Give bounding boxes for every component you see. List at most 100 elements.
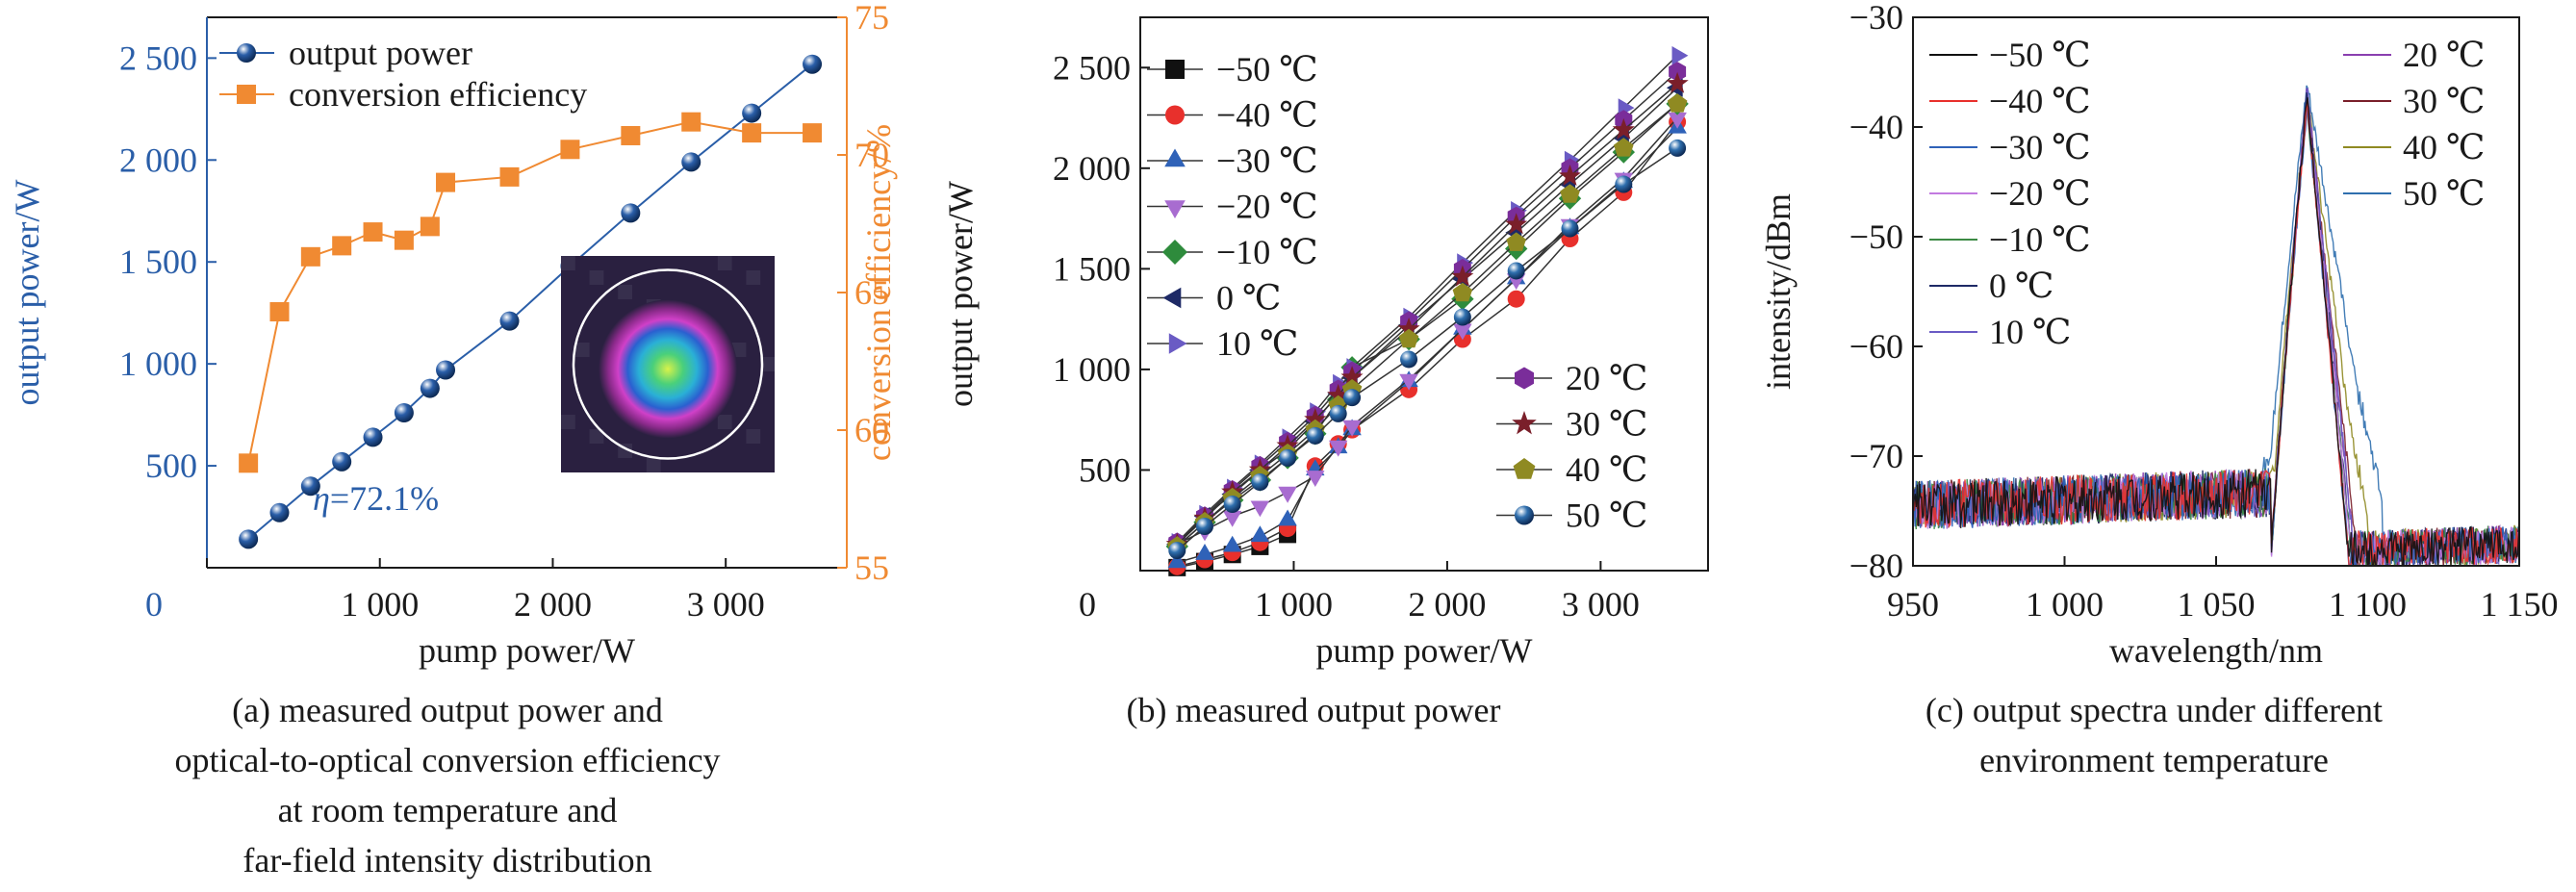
data-point-50: [1279, 448, 1297, 467]
data-point-30: [1505, 213, 1528, 235]
chart-c: 950 1 000 1 050 1 100 1 150 −80 −70 −60 −50 −40 −3…: [1759, 0, 2559, 670]
legend-marker-m10: [1162, 240, 1187, 265]
y2-axis-label: conversion efficiency/%: [859, 124, 898, 461]
data-point-50: [1561, 219, 1579, 238]
data-point-m40: [1507, 290, 1525, 308]
y-tick-label: −80: [1849, 547, 1903, 585]
data-point-30: [1558, 165, 1581, 186]
chart-a: 0 1 000 2 000 3 000 500 1 000 1 500 2 000 2 500 5…: [8, 0, 898, 670]
legend-label-m30: −30 ℃: [1989, 128, 2091, 166]
y-tick-label: 1 500: [119, 242, 197, 281]
data-point-50: [1306, 426, 1324, 445]
caption-a-line-4: far-field intensity distribution: [242, 841, 652, 879]
data-point-50: [1168, 542, 1186, 560]
x-axis-label: pump power/W: [419, 631, 635, 670]
data-point-conversionefficiency: [363, 222, 383, 242]
efficiency-annotation: η=72.1%: [313, 479, 439, 518]
data-point-outputpower: [363, 427, 383, 447]
caption-b-line-1: (b) measured output power: [1126, 691, 1501, 729]
far-field-beam: [599, 299, 737, 439]
data-point-outputpower: [394, 402, 414, 422]
data-point-conversionefficiency: [499, 166, 520, 187]
data-point-outputpower: [499, 311, 520, 331]
data-point-40: [1560, 184, 1580, 203]
legend-label-m30: −30 ℃: [1216, 141, 1318, 180]
spectrum-line-m50: [1913, 97, 2519, 566]
data-point-conversionefficiency: [742, 123, 762, 143]
panel-b: 0 1 000 2 000 3 000 500 1 000 1 500 2 000 2 500 p…: [895, 0, 1732, 892]
x-tick-label: 1 150: [2481, 585, 2559, 624]
x-tick-label: 1 000: [341, 585, 419, 624]
y2-tick-label: 70: [854, 136, 889, 174]
chart-b: 0 1 000 2 000 3 000 500 1 000 1 500 2 000 2 500 p…: [941, 16, 1709, 670]
legend-marker-m20: [1164, 200, 1186, 218]
legend-label-m10: −10 ℃: [1989, 220, 2091, 259]
y-tick-label: −30: [1849, 0, 1903, 37]
legend-label-m40: −40 ℃: [1989, 82, 2091, 120]
x-tick-label: 1 100: [2329, 585, 2407, 624]
x-tick-label: 0: [145, 585, 163, 624]
data-point-outputpower: [621, 203, 641, 223]
data-point-conversionefficiency: [300, 246, 320, 267]
data-point-m30: [1167, 551, 1186, 569]
caption-b: (b) measured output power: [895, 685, 1732, 735]
x-axis-label: wavelength/nm: [2109, 631, 2323, 670]
data-point-m20: [1250, 500, 1270, 518]
inset-noise-pixel: [589, 429, 604, 444]
legend-label-0: 0 ℃: [1216, 279, 1281, 318]
legend-marker-outputpower: [237, 43, 256, 63]
y-axis-label: intensity/dBm: [1759, 193, 1798, 390]
x-tick-label: 1 000: [2026, 585, 2104, 624]
data-point-outputpower: [742, 103, 762, 123]
y-tick-label: −60: [1849, 327, 1903, 366]
data-point-50: [1343, 389, 1362, 407]
y-tick-label: −70: [1849, 437, 1903, 475]
x-axis-label: pump power/W: [1316, 631, 1533, 670]
inset-noise-pixel: [618, 285, 632, 299]
legend-label-40: 40 ℃: [2403, 128, 2485, 166]
legend-label-30: 30 ℃: [1566, 405, 1647, 444]
data-point-50: [1453, 308, 1471, 326]
legend-marker-20: [1515, 367, 1534, 390]
y-tick-label: 500: [145, 446, 197, 485]
data-point-m20: [1329, 440, 1348, 457]
y-tick-label: 2 000: [1053, 149, 1131, 188]
data-point-outputpower: [681, 152, 701, 172]
data-point-40: [1452, 282, 1473, 302]
data-point-conversionefficiency: [420, 217, 440, 237]
data-point-30: [1451, 265, 1474, 287]
legend-label-m40: −40 ℃: [1216, 96, 1318, 135]
data-point-m20: [1278, 486, 1297, 503]
data-point-m20: [1668, 112, 1687, 129]
y2-tick-label: 55: [854, 548, 889, 587]
data-point-30: [1304, 408, 1327, 429]
caption-a-line-2: optical-to-optical conversion efficiency: [174, 741, 721, 779]
x-tick-label: 2 000: [1408, 585, 1486, 624]
panel-c: 950 1 000 1 050 1 100 1 150 −80 −70 −60 −50 −40 −3…: [1732, 0, 2576, 892]
inset-noise-pixel: [589, 270, 604, 285]
panel-a: 0 1 000 2 000 3 000 500 1 000 1 500 2 000 2 500 5…: [0, 0, 898, 892]
data-point-10: [1671, 46, 1689, 65]
legend-marker-m30: [1164, 148, 1186, 167]
y2-tick-label: 75: [854, 0, 889, 37]
x-tick-label: 1 050: [2178, 585, 2256, 624]
data-point-conversionefficiency: [560, 140, 580, 160]
legend-marker-m50: [1165, 60, 1185, 79]
data-point-m30: [1278, 509, 1297, 526]
legend-label-m10: −10 ℃: [1216, 233, 1318, 271]
y-axis-label: output power/W: [941, 181, 980, 407]
data-point-40: [1667, 93, 1688, 113]
data-point-conversionefficiency: [332, 236, 352, 256]
x-tick-label: 1 000: [1255, 585, 1333, 624]
legend-label-50: 50 ℃: [1566, 497, 1647, 535]
inset-noise-pixel: [574, 343, 590, 357]
data-point-50: [1251, 473, 1269, 491]
data-point-50: [1329, 404, 1347, 422]
data-point-20: [1669, 62, 1687, 82]
data-point-conversionefficiency: [239, 453, 259, 473]
legend-marker-conversionefficiency: [237, 85, 256, 104]
y-tick-label: 1 000: [119, 344, 197, 383]
inset-noise-pixel: [646, 458, 661, 472]
data-point-m20: [1306, 471, 1325, 487]
y-tick-label: 2 500: [1053, 48, 1131, 87]
